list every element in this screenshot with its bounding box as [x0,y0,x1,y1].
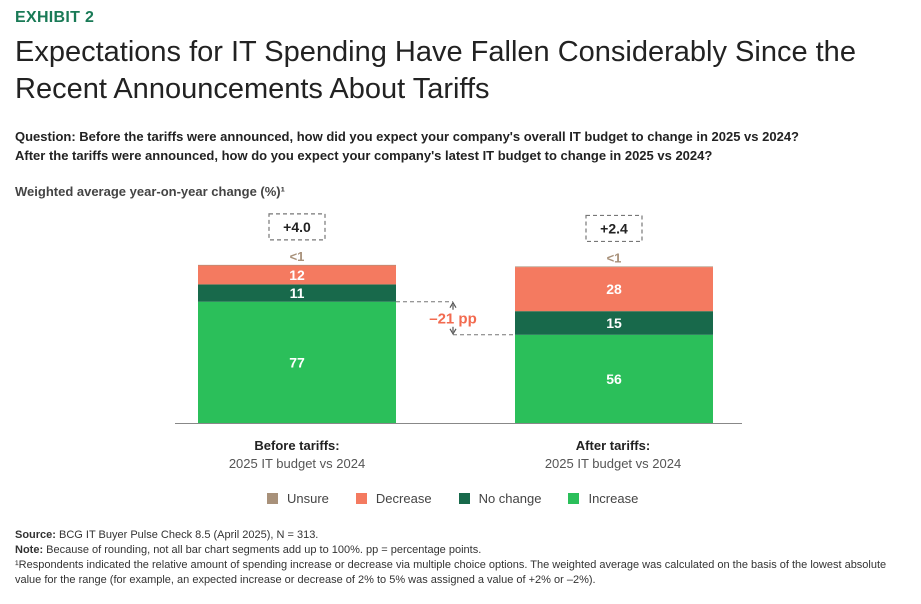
data-label-unsure-after: <1 [607,250,622,265]
source-text: BCG IT Buyer Pulse Check 8.5 (April 2025… [59,529,319,541]
bar-segment-no-change-after [515,311,713,335]
category-title-before: Before tariffs: [254,438,340,453]
legend-item-increase: Increase [568,491,638,506]
category-label-after: After tariffs: 2025 IT budget vs 2024 [493,437,733,473]
bar-segment-increase-before [198,301,396,423]
weighted-avg-value-after: +2.4 [600,220,628,236]
data-label-increase-before: 77 [289,354,305,370]
annotation-label: –21 pp [429,310,477,327]
annotation-arrow-top [449,301,457,309]
legend-swatch-no-change [458,493,470,504]
bar-segment-increase-after [515,334,713,423]
legend-item-no-change: No change [458,491,542,506]
category-subtitle-after: 2025 IT budget vs 2024 [544,456,682,471]
legend-swatch-increase [568,493,580,504]
bar-segment-decrease-after [515,267,713,312]
bar-segment-unsure-before [198,264,396,266]
data-label-unsure-before: <1 [290,249,305,264]
note-label: Note: [15,544,44,556]
bar-segment-no-change-before [198,284,396,302]
legend-swatch-decrease [355,493,367,504]
data-label-decrease-after: 28 [606,281,622,297]
question-line-1: Question: Before the tariffs were announ… [15,129,799,144]
note-text: Because of rounding, not all bar chart s… [46,544,482,556]
weighted-avg-box-after [585,214,643,243]
exhibit-label: EXHIBIT 2 [15,9,95,26]
y-axis-label: Weighted average year-on-year change (%)… [15,184,285,199]
bar-segment-decrease-before [198,265,396,285]
data-label-no-change-after: 15 [606,315,622,331]
weighted-avg-value-before: +4.0 [283,219,311,235]
source-line: Source: BCG IT Buyer Pulse Check 8.5 (Ap… [15,528,910,543]
category-title-after: After tariffs: [575,438,651,453]
data-label-decrease-before: 12 [289,267,305,283]
bar-segment-unsure-after [515,266,713,268]
legend: Unsure Decrease No change Increase [267,491,665,506]
annotation-arrow-bottom [449,328,457,335]
question-line-2: After the tariffs were announced, how do… [15,148,713,163]
data-label-increase-after: 56 [606,371,622,387]
footnote-1: ¹Respondents indicated the relative amou… [15,559,887,586]
legend-swatch-unsure [267,493,278,504]
footnotes: Source: BCG IT Buyer Pulse Check 8.5 (Ap… [15,528,910,588]
source-label: Source: [15,529,56,541]
legend-item-decrease: Decrease [355,491,432,506]
stacked-bar-chart: 77 11 12 <1 +4.0 56 15 28 <1 +2.4 –21 pp [175,213,742,424]
legend-label-decrease: Decrease [375,491,432,506]
note-line: Note: Because of rounding, not all bar c… [15,543,910,558]
category-label-before: Before tariffs: 2025 IT budget vs 2024 [177,437,417,473]
data-label-no-change-before: 11 [290,285,305,301]
category-subtitle-before: 2025 IT budget vs 2024 [228,456,366,471]
legend-label-unsure: Unsure [287,491,329,506]
question-text: Question: Before the tariffs were announ… [15,127,910,165]
chart-title: Expectations for IT Spending Have Fallen… [15,36,856,105]
legend-item-unsure: Unsure [267,491,329,506]
legend-label-no-change: No change [478,491,542,506]
legend-label-increase: Increase [588,491,639,506]
